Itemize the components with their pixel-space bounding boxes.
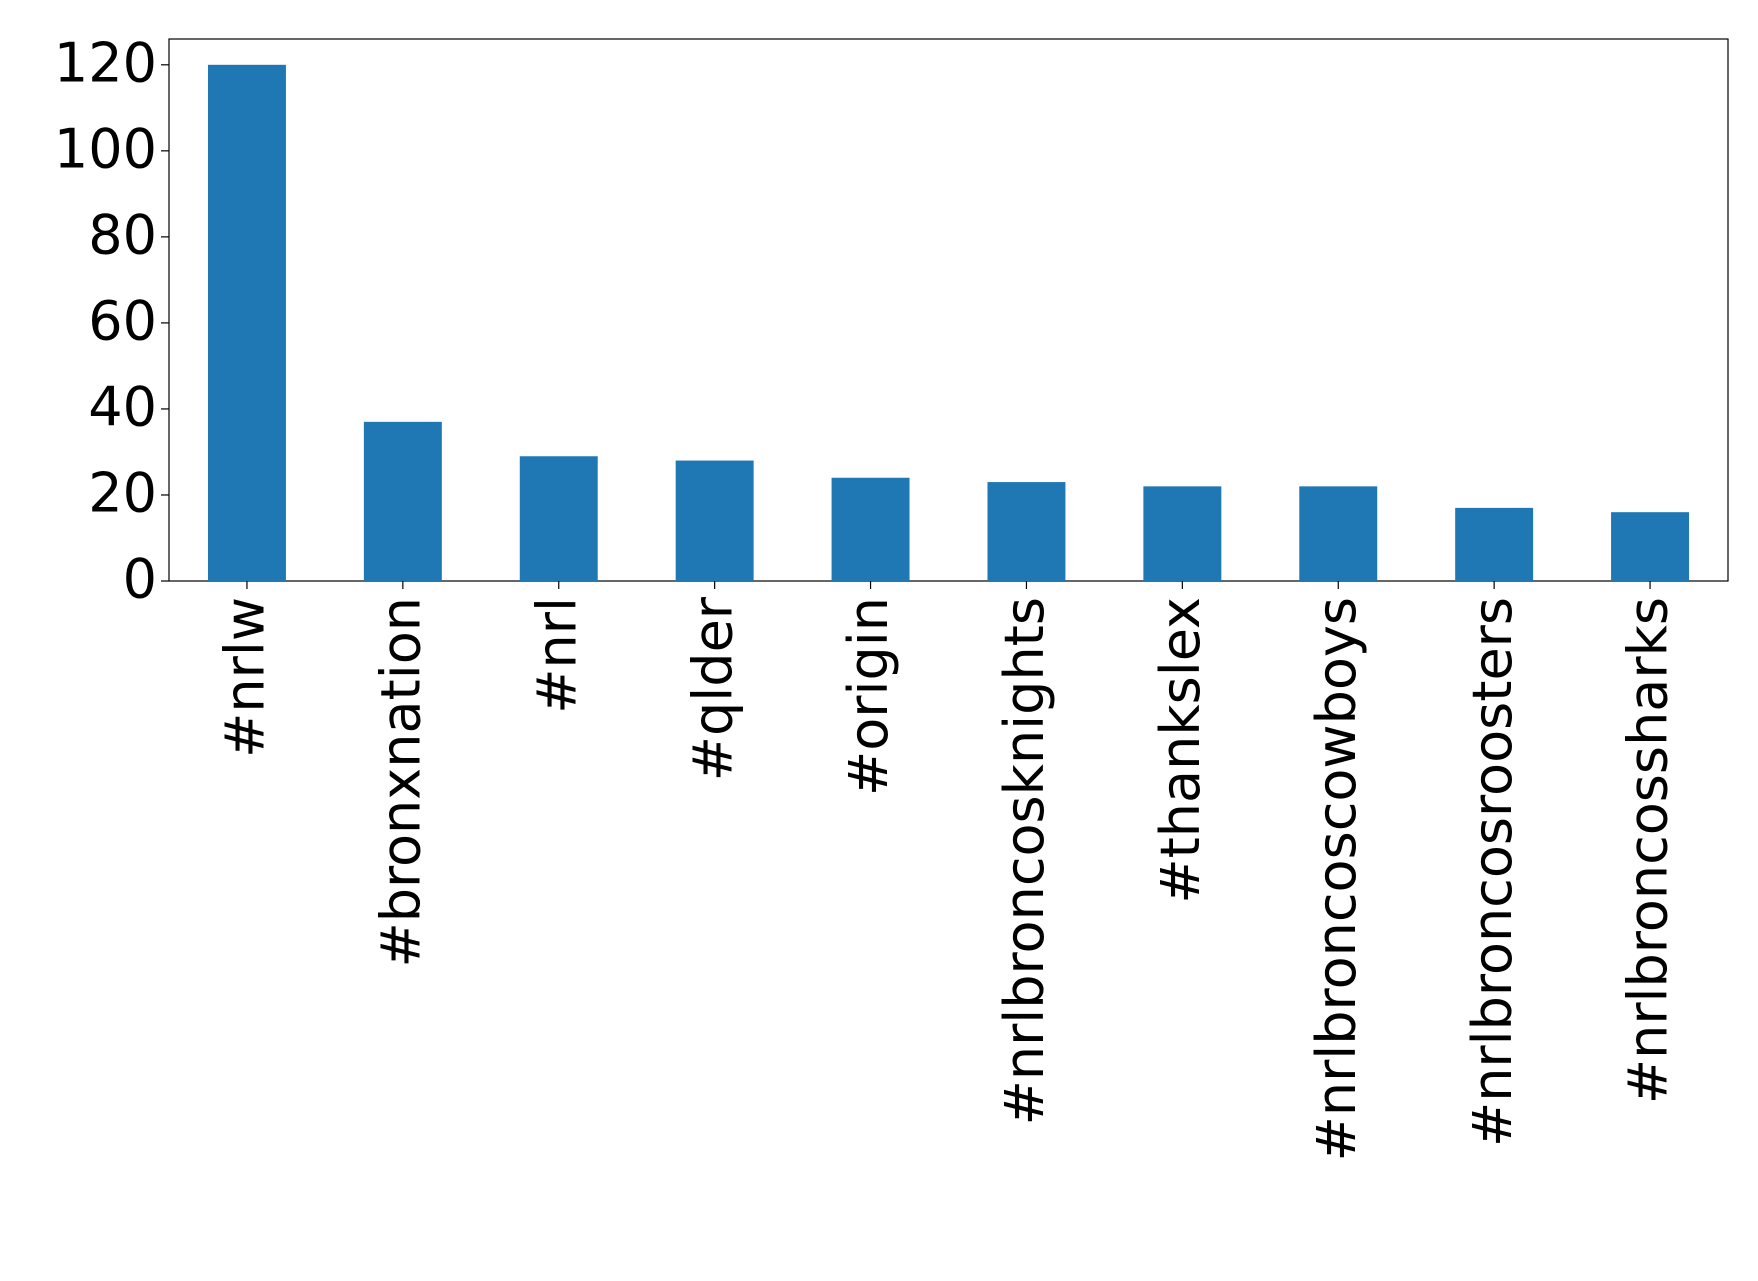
bar [1611, 512, 1690, 581]
x-tick-label: #nrlbroncosknights [993, 597, 1056, 1125]
y-tick-label: 120 [54, 31, 157, 94]
x-tick-label: #nrlbroncoscowboys [1305, 597, 1368, 1161]
bar [1143, 486, 1222, 581]
x-tick-label: #nrlbroncossharks [1617, 597, 1680, 1104]
x-tick-label: #bronxnation [369, 597, 432, 968]
y-tick-label: 80 [88, 204, 157, 267]
x-tick-label: #nrl [525, 597, 588, 714]
bar [363, 421, 442, 581]
bar [831, 477, 910, 581]
bar [987, 482, 1066, 581]
y-tick-label: 60 [88, 290, 157, 353]
bar [207, 64, 286, 582]
y-tick-label: 100 [54, 117, 157, 180]
x-tick-label: #nrlw [214, 597, 277, 758]
x-tick-label: #qlder [681, 596, 744, 781]
y-tick-label: 40 [88, 376, 157, 439]
y-tick-label: 0 [123, 548, 157, 611]
bar [675, 460, 754, 581]
x-tick-label: #origin [837, 597, 900, 796]
x-tick-label: #nrlbroncosroosters [1461, 597, 1524, 1147]
bar [1299, 486, 1378, 581]
y-tick-label: 20 [88, 462, 157, 525]
axes-frame [168, 38, 1729, 582]
x-tick-label: #thankslex [1149, 597, 1212, 904]
bar [1455, 507, 1534, 581]
bar [519, 456, 598, 581]
